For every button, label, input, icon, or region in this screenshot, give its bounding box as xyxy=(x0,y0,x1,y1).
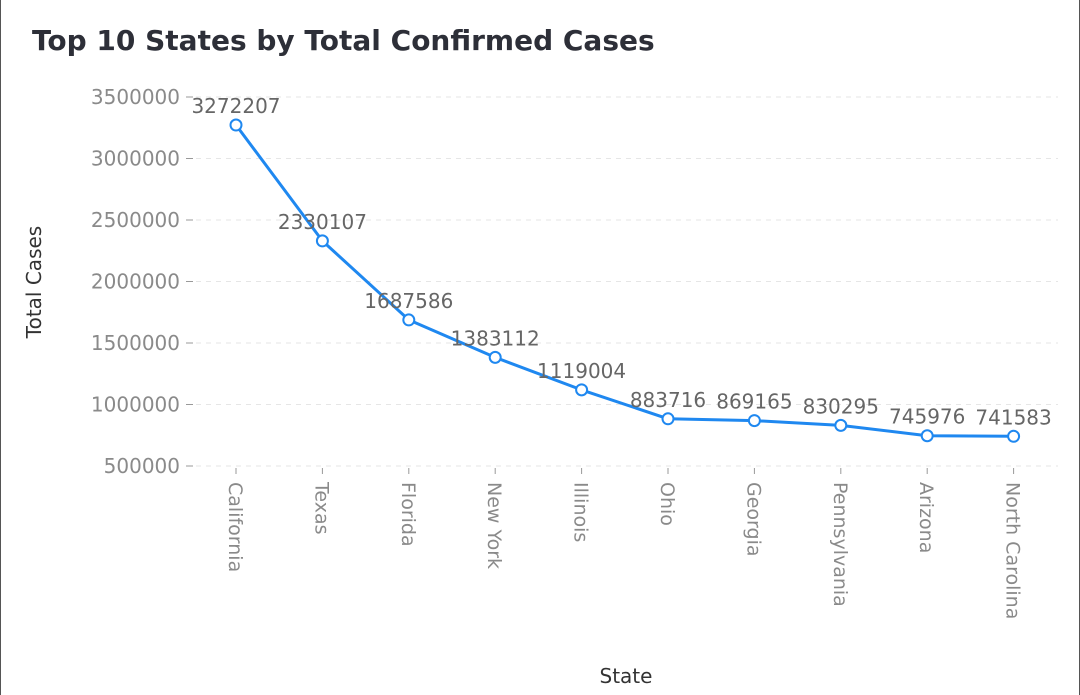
grid-lines xyxy=(196,96,1058,467)
x-axis-title: State xyxy=(600,664,653,688)
data-point xyxy=(488,350,502,364)
data-point xyxy=(661,412,675,426)
y-axis-title: Total Cases xyxy=(22,226,46,339)
series-line xyxy=(234,123,1016,438)
y-tick-label: 2500000 xyxy=(91,208,180,232)
x-tick-label: North Carolina xyxy=(1002,482,1024,619)
x-tick-label: Florida xyxy=(397,482,419,547)
data-label: 741583 xyxy=(975,405,1051,429)
y-tick-label: 3000000 xyxy=(91,147,180,171)
y-tick-label: 3500000 xyxy=(91,85,180,109)
data-point xyxy=(1007,429,1021,443)
data-point xyxy=(229,118,243,132)
y-tick-label: 500000 xyxy=(104,454,180,478)
x-tick-label: Pennsylvania xyxy=(829,482,851,607)
data-point xyxy=(315,234,329,248)
y-axis: 500000 1000000 1500000 2000000 2500000 300000… xyxy=(91,85,193,478)
data-labels: 3272207 2330107 1687586 1383112 111900488371… xyxy=(191,94,1051,429)
data-label: 869165 xyxy=(716,390,792,414)
x-tick-label: New York xyxy=(483,482,505,569)
data-label: 745976 xyxy=(889,405,965,429)
data-label: 1687586 xyxy=(364,289,453,313)
x-tick-label: Arizona xyxy=(915,482,937,553)
data-point xyxy=(747,414,761,428)
chart-title: Top 10 States by Total Confirmed Cases xyxy=(32,24,655,57)
x-tick-label: Georgia xyxy=(742,482,764,557)
data-points xyxy=(229,118,1021,443)
data-label: 1119004 xyxy=(537,359,626,383)
data-point xyxy=(402,313,416,327)
x-tick-label: Illinois xyxy=(570,482,592,542)
data-label: 3272207 xyxy=(191,94,280,118)
data-label: 2330107 xyxy=(278,210,367,234)
x-tick-label: California xyxy=(224,482,246,572)
x-axis: California Texas Florida New York Illinois Oh… xyxy=(224,468,1024,619)
data-point xyxy=(920,429,934,443)
y-tick-label: 1500000 xyxy=(91,331,180,355)
data-label: 830295 xyxy=(803,394,879,418)
y-tick-label: 1000000 xyxy=(91,393,180,417)
series-path xyxy=(234,123,1016,438)
data-label: 883716 xyxy=(630,388,706,412)
data-point xyxy=(575,383,589,397)
data-label: 1383112 xyxy=(451,326,540,350)
y-tick-label: 2000000 xyxy=(91,270,180,294)
x-tick-label: Texas xyxy=(310,481,332,535)
data-point xyxy=(834,418,848,432)
x-tick-label: Ohio xyxy=(656,482,678,526)
